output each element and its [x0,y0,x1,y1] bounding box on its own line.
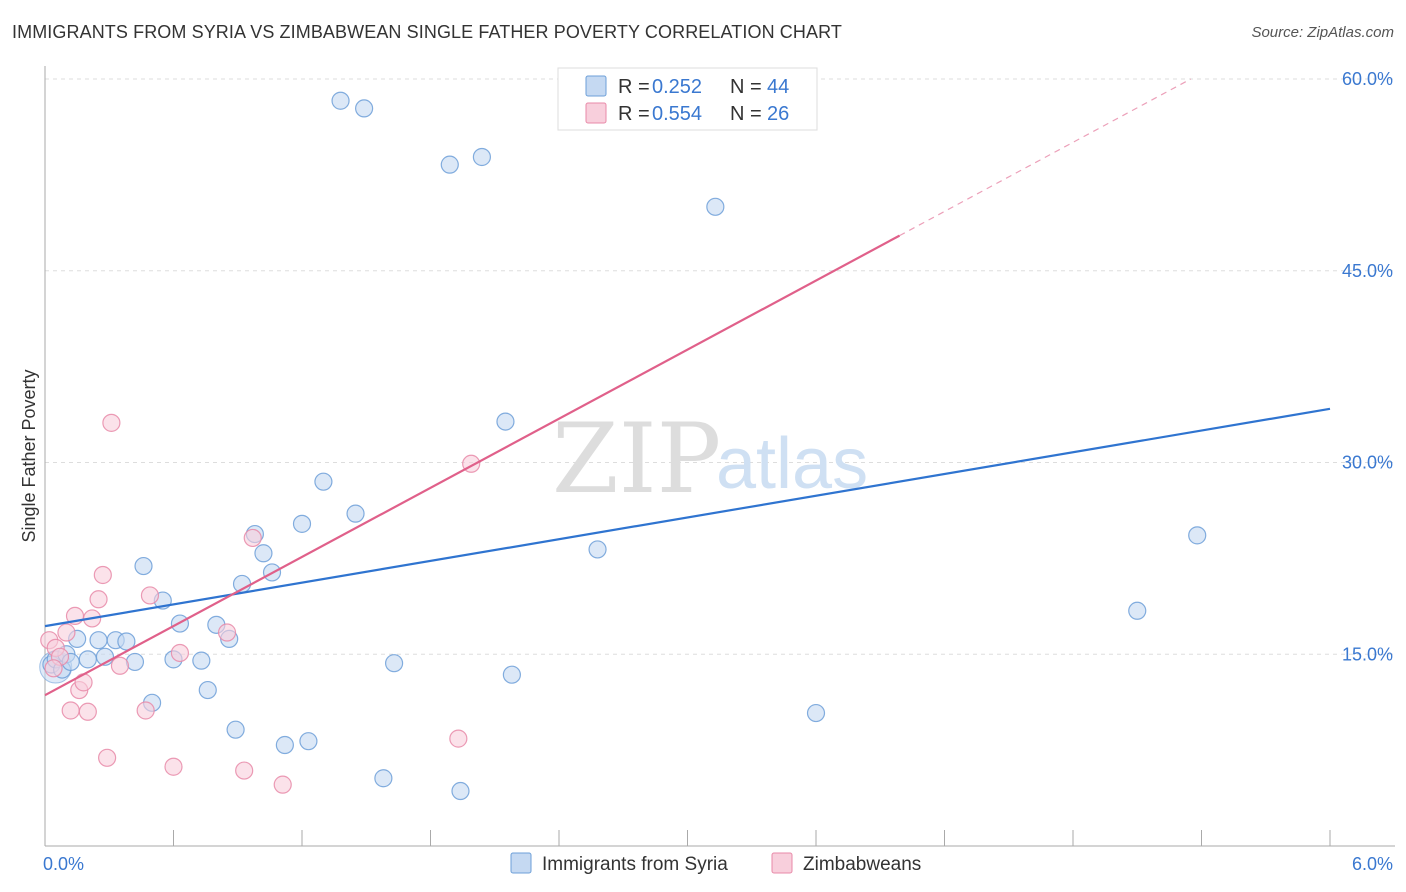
legend-swatch-zimbabwe [585,102,607,124]
point-zimbabwe [110,656,130,675]
legend-r-value-syria: 0.252 [652,76,702,98]
point-syria [78,650,97,669]
point-syria [125,652,145,672]
watermark: ZIP atlas [552,403,868,515]
trendline-zimbabwe-extension [899,78,1192,237]
point-syria [374,769,393,788]
point-syria [226,720,245,739]
point-zimbabwe [44,659,63,678]
point-zimbabwe [61,701,80,720]
x-tick-label: 6.0% [1352,854,1393,874]
point-zimbabwe [449,729,468,748]
y-tick-label: 60.0% [1342,69,1393,89]
point-zimbabwe [273,775,292,794]
point-zimbabwe [57,623,76,642]
point-syria [346,504,365,523]
point-zimbabwe [140,586,160,605]
point-zimbabwe [93,565,112,585]
point-syria [384,654,404,673]
y-tick-label: 15.0% [1342,644,1393,664]
point-syria [192,651,211,670]
legend-n-value-zimbabwe: 26 [767,103,789,125]
point-syria [299,732,318,751]
point-syria [117,632,136,651]
x-tick-label: 0.0% [43,854,84,874]
point-zimbabwe [217,623,237,642]
watermark-atlas: atlas [716,424,868,504]
legend-r-value-zimbabwe: 0.554 [652,103,702,125]
point-syria [502,665,521,684]
point-syria [706,197,725,216]
point-zimbabwe [102,413,121,432]
point-syria [440,155,459,174]
y-tick-label: 30.0% [1342,453,1393,473]
series-label-zimbabwe: Zimbabweans [803,854,921,875]
legend-n-label-2: N = [730,103,762,125]
source-credit: Source: ZipAtlas.com [1251,24,1394,41]
point-syria [314,472,333,491]
point-zimbabwe [89,590,108,609]
y-tick-label: 45.0% [1342,261,1393,281]
legend-r-label-2: R = [618,103,650,125]
point-syria [496,412,515,431]
series-swatch-zimbabwe [771,852,793,874]
y-axis-label: Single Father Poverty [19,369,39,542]
watermark-zip: ZIP [552,403,721,515]
point-syria [451,781,470,801]
point-syria [472,147,491,167]
legend-swatch-syria [585,75,607,97]
trendline-syria [44,407,1331,628]
axes-layer: 15.0% 30.0% 45.0% 60.0% 0.0% 6.0% [43,66,1395,874]
point-syria [134,556,153,576]
legend-n-value-syria: 44 [767,76,789,98]
point-syria [355,99,374,118]
trendline-zimbabwe [44,234,901,697]
point-syria [275,735,294,755]
point-syria [254,544,273,563]
point-syria [292,514,312,533]
series-swatch-syria [510,852,532,874]
point-zimbabwe [98,748,117,767]
points-layer [39,91,1207,801]
point-syria [198,680,217,700]
point-zimbabwe [243,528,262,548]
point-zimbabwe [78,702,97,721]
point-syria [1128,601,1147,620]
grid-layer [45,78,1395,655]
series-label-syria: Immigrants from Syria [542,854,728,875]
legend-n-label-1: N = [730,76,762,98]
series-legend: Immigrants from Syria Zimbabweans [510,852,921,875]
point-syria [331,91,350,110]
point-syria [806,703,826,723]
point-syria [588,540,607,559]
point-syria [1188,526,1207,545]
trend-layer [44,78,1331,697]
point-zimbabwe [164,757,183,776]
point-syria [89,631,108,650]
correlation-legend: R = 0.252 N = 44 R = 0.554 N = 26 [557,67,818,131]
point-zimbabwe [170,643,190,663]
chart-title: IMMIGRANTS FROM SYRIA VS ZIMBABWEAN SING… [12,22,842,42]
point-zimbabwe [235,761,254,780]
legend-r-label-1: R = [618,76,650,98]
point-zimbabwe [136,701,155,720]
